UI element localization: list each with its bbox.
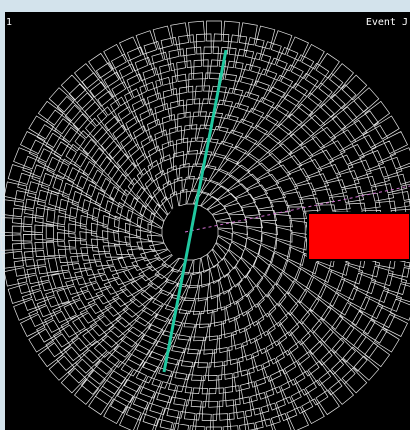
energy-deposit [308, 213, 410, 260]
event-display: 1 Event J [0, 0, 410, 430]
event-label: Event J [366, 17, 408, 28]
page: {"labels": {"left": "1", "right": "Event… [0, 0, 410, 430]
run-label: 1 [6, 17, 12, 28]
